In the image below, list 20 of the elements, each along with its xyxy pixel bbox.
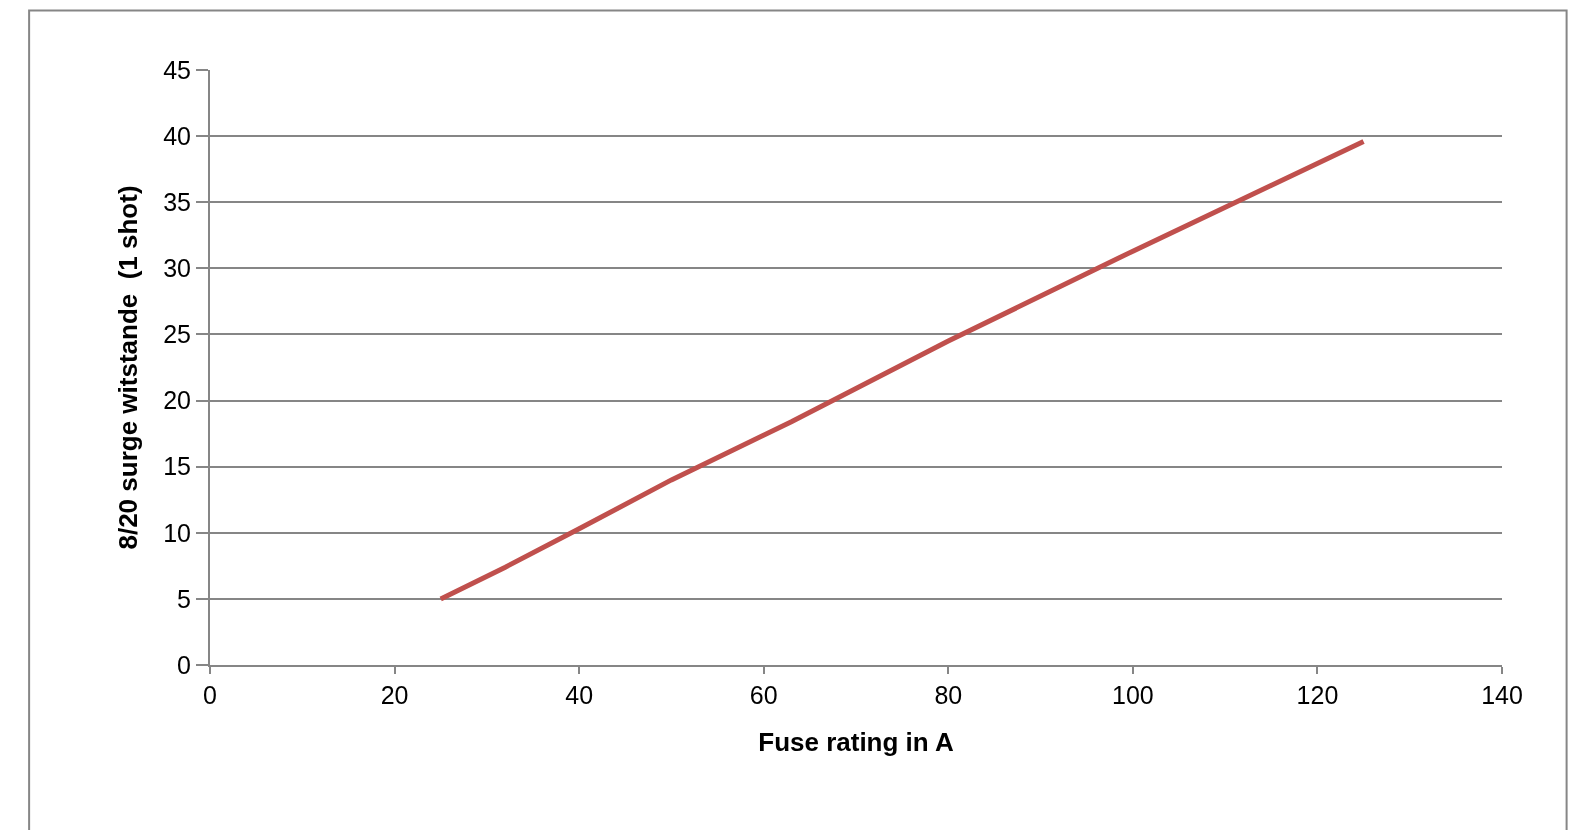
x-tick-label: 20 bbox=[380, 681, 409, 709]
y-tick-label: 5 bbox=[177, 584, 191, 613]
x-tick-label: 40 bbox=[565, 681, 594, 709]
y-tick-label: 10 bbox=[163, 518, 191, 547]
x-axis-title: Fuse rating in A bbox=[758, 727, 954, 758]
y-tick-label: 25 bbox=[163, 320, 191, 349]
x-tick-label: 80 bbox=[934, 681, 963, 709]
y-tick-label: 40 bbox=[163, 121, 191, 150]
x-tick-label: 100 bbox=[1112, 681, 1154, 709]
y-tick-label: 35 bbox=[163, 187, 191, 216]
x-tick-label: 140 bbox=[1481, 681, 1523, 709]
y-tick-label: 0 bbox=[177, 650, 191, 679]
y-tick-label: 20 bbox=[163, 386, 191, 415]
y-axis-title: 8/20 surge witstande (1 shot) bbox=[113, 185, 144, 550]
y-tick-label: 15 bbox=[163, 452, 191, 481]
x-tick-label: 60 bbox=[749, 681, 778, 709]
x-tick-label: 120 bbox=[1296, 681, 1339, 709]
x-tick-label: 0 bbox=[203, 681, 217, 709]
y-tick-label: 45 bbox=[163, 55, 191, 84]
y-tick-label: 30 bbox=[163, 254, 191, 283]
